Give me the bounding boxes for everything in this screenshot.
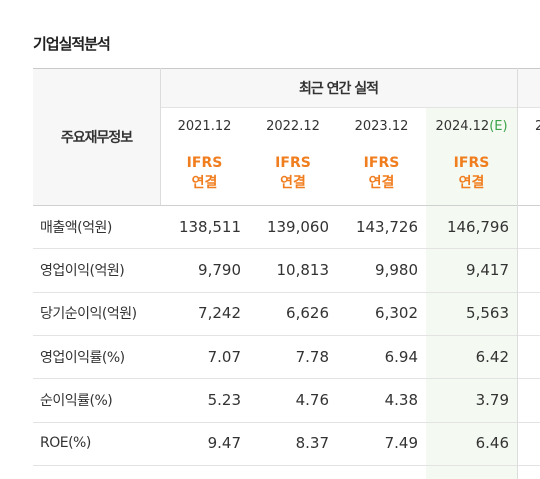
row-label: ROE(%) [40,435,91,452]
basis-text: 연결 [280,175,306,191]
period: 2022.12 [266,118,320,134]
header-bg [33,68,160,205]
row-line [33,464,540,466]
col-line [160,68,161,205]
value: 8.37 [295,434,329,453]
value: 143,726 [355,217,418,236]
value: 7.07 [207,347,241,366]
value: 4.76 [295,390,329,409]
row-line [160,107,540,108]
col-line [517,68,518,479]
basis: IFRS 연결 [249,153,337,193]
value: 6,626 [286,304,329,323]
row-label: 당기순이익(억원) [40,306,137,323]
corner-label: 주요재무정보 [60,129,133,146]
value: 138,511 [178,217,241,236]
value: 6.46 [475,434,509,453]
value: 6.42 [475,347,509,366]
row-label: 순이익률(%) [40,392,113,409]
basis-text: IFRS [363,155,400,171]
basis: IFRS 연결 [426,153,517,193]
section-title: 기업실적분석 [33,35,111,53]
header-bg [160,68,540,107]
row-line [33,248,540,250]
top-border [33,68,540,69]
value: 10,813 [276,260,330,279]
value: 139,060 [266,217,329,236]
period: 2024.12 (E) [435,118,508,134]
basis-text: 연결 [191,175,218,191]
value: 9,980 [375,260,418,279]
estimate-column [426,107,517,479]
group-label: 최근 연간 실적 [298,80,379,97]
period: 2021.12 [177,118,232,134]
row-line [33,291,540,293]
row-line [33,205,540,206]
value: 5.23 [207,390,241,409]
value: 9,417 [466,260,509,279]
value: 7.78 [295,347,329,366]
row-label: 매출액(억원) [40,219,112,236]
value: 3.79 [475,390,509,409]
row-label: 영업이익(억원) [40,262,125,279]
basis-text: IFRS [275,155,311,171]
value: 4.38 [384,390,418,409]
value: 9,790 [198,260,241,279]
value: 9.47 [207,434,241,453]
row-line [33,378,540,380]
value: 146,796 [446,217,509,236]
value: 7,242 [198,304,241,323]
basis-text: 연결 [368,175,395,191]
estimate-mark: (E) [489,118,508,134]
basis: IFRS 연결 [160,153,249,193]
basis: IFRS 연결 [337,153,426,193]
basis-text: IFRS [453,155,490,171]
value: 6.94 [384,347,418,366]
period: 2023.12 [354,118,409,134]
value: 6,302 [375,304,418,323]
value: 5,563 [466,304,509,323]
period: 2 [535,118,540,134]
row-line [33,334,540,336]
basis-text: 연결 [458,175,485,191]
basis-text: IFRS [186,155,223,171]
row-label: 영업이익률(%) [40,349,125,366]
value: 7.49 [384,434,418,453]
row-line [33,421,540,423]
